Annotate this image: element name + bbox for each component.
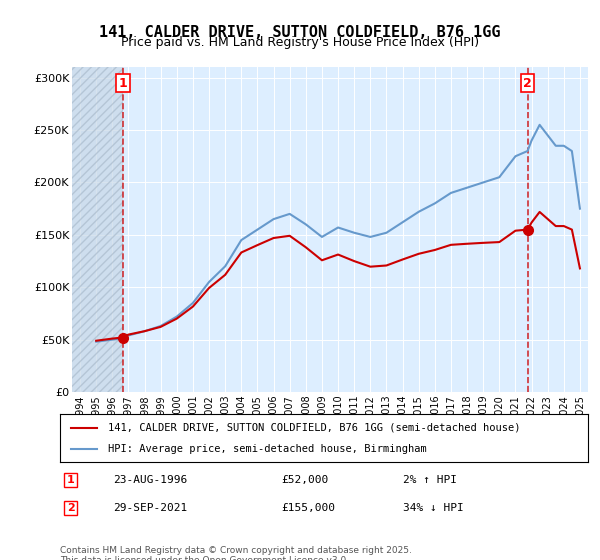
Text: Price paid vs. HM Land Registry's House Price Index (HPI): Price paid vs. HM Land Registry's House … xyxy=(121,36,479,49)
Text: 2: 2 xyxy=(67,503,74,513)
Text: 23-AUG-1996: 23-AUG-1996 xyxy=(113,475,187,485)
Text: 2: 2 xyxy=(523,77,532,90)
Text: HPI: Average price, semi-detached house, Birmingham: HPI: Average price, semi-detached house,… xyxy=(107,444,426,454)
Text: £155,000: £155,000 xyxy=(282,503,336,513)
Text: 141, CALDER DRIVE, SUTTON COLDFIELD, B76 1GG: 141, CALDER DRIVE, SUTTON COLDFIELD, B76… xyxy=(99,25,501,40)
Text: 34% ↓ HPI: 34% ↓ HPI xyxy=(403,503,464,513)
Text: Contains HM Land Registry data © Crown copyright and database right 2025.
This d: Contains HM Land Registry data © Crown c… xyxy=(60,546,412,560)
Text: 1: 1 xyxy=(67,475,74,485)
Text: £52,000: £52,000 xyxy=(282,475,329,485)
Text: 29-SEP-2021: 29-SEP-2021 xyxy=(113,503,187,513)
Text: 2% ↑ HPI: 2% ↑ HPI xyxy=(403,475,457,485)
Text: 141, CALDER DRIVE, SUTTON COLDFIELD, B76 1GG (semi-detached house): 141, CALDER DRIVE, SUTTON COLDFIELD, B76… xyxy=(107,423,520,433)
Text: 1: 1 xyxy=(118,77,127,90)
